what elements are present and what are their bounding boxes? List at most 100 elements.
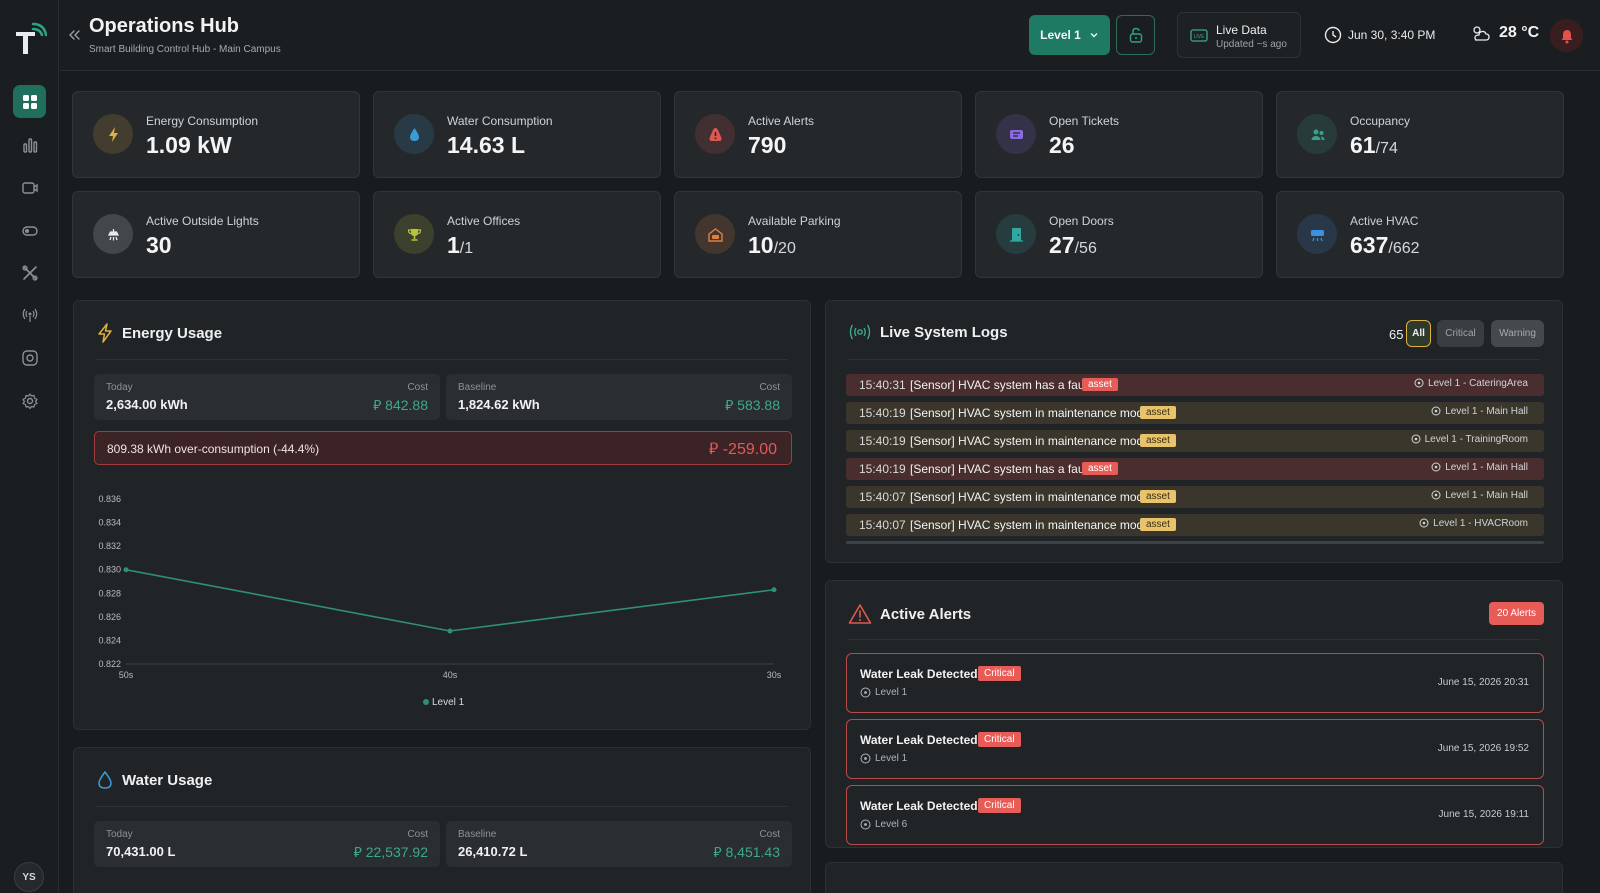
next-panel	[825, 862, 1563, 893]
chevron-down-icon	[1090, 33, 1098, 38]
log-scrollbar[interactable]	[846, 541, 1544, 544]
log-message: [Sensor] HVAC system in maintenance mode	[910, 518, 1150, 532]
data-point	[447, 628, 453, 634]
series-line	[125, 568, 775, 632]
water-today-label: Today	[106, 829, 133, 840]
alert-icon	[708, 127, 722, 141]
stat-icon-badge	[695, 114, 735, 154]
alert-card[interactable]: Water Leak Detected Critical Level 6 Jun…	[846, 785, 1544, 845]
filter-critical[interactable]: Critical	[1437, 320, 1484, 347]
stat-label: Occupancy	[1350, 114, 1411, 128]
y-tick-label: 0.830	[98, 565, 121, 575]
stat-card[interactable]: Water Consumption 14.63 L	[373, 91, 661, 178]
live-logs-header: Live System Logs	[848, 323, 1008, 341]
clock-icon	[1324, 26, 1342, 44]
stat-value-main: 637	[1350, 232, 1389, 258]
user-avatar[interactable]: YS	[14, 862, 44, 892]
stat-card[interactable]: Active Outside Lights 30	[72, 191, 360, 278]
energy-usage-panel: Energy Usage Today Cost 2,634.00 kWh ⃁ 8…	[73, 300, 811, 730]
app-logo[interactable]	[13, 20, 48, 56]
bell-icon	[1561, 29, 1572, 43]
nav-tools[interactable]	[13, 256, 46, 289]
log-row[interactable]: 15:40:07 [Sensor] HVAC system in mainten…	[846, 514, 1544, 536]
filter-all[interactable]: All	[1406, 320, 1431, 347]
garage-icon	[707, 227, 723, 242]
over-consumption-cost: ⃁ -259.00	[708, 441, 777, 458]
log-location: Level 1 - Main Hall	[1431, 490, 1528, 501]
stat-card[interactable]: Open Tickets 26	[975, 91, 1263, 178]
level-selector[interactable]: Level 1	[1029, 15, 1110, 55]
stat-card[interactable]: Open Doors 27/56	[975, 191, 1263, 278]
stat-card[interactable]: Active Offices 1/1	[373, 191, 661, 278]
log-row[interactable]: 15:40:19 [Sensor] HVAC system in mainten…	[846, 402, 1544, 424]
stat-label: Active Outside Lights	[146, 214, 259, 228]
alert-location-text: Level 1	[875, 687, 908, 698]
scan-icon	[21, 349, 38, 366]
stat-value: 27/56	[1049, 232, 1097, 259]
stat-label: Available Parking	[748, 214, 841, 228]
energy-today-value: 2,634.00 kWh	[106, 397, 188, 412]
alert-severity-badge: Critical	[978, 732, 1021, 747]
y-tick-label: 0.826	[98, 612, 121, 622]
alert-card[interactable]: Water Leak Detected Critical Level 1 Jun…	[846, 719, 1544, 779]
log-row[interactable]: 15:40:19 [Sensor] HVAC system in mainten…	[846, 430, 1544, 452]
location-pin-icon	[1431, 462, 1441, 472]
x-tick-label: 50s	[119, 670, 134, 680]
energy-usage-title: Energy Usage	[122, 324, 223, 342]
stat-value-main: 61	[1350, 132, 1376, 158]
alert-severity-badge: Critical	[978, 666, 1021, 681]
divider	[848, 639, 1540, 640]
stat-value-main: 26	[1049, 132, 1075, 158]
nav-toggles[interactable]	[13, 214, 46, 247]
stat-value-main: 30	[146, 232, 172, 258]
cloud-sun-icon	[1473, 26, 1490, 41]
stat-card[interactable]: Energy Consumption 1.09 kW	[72, 91, 360, 178]
log-location-text: Level 1 - Main Hall	[1445, 462, 1528, 473]
stat-card[interactable]: Active HVAC 637/662	[1276, 191, 1564, 278]
filter-warning[interactable]: Warning	[1491, 320, 1544, 347]
stat-icon-badge	[996, 214, 1036, 254]
nav-analytics[interactable]	[13, 128, 46, 161]
divider	[848, 359, 1540, 360]
log-tag: asset	[1140, 490, 1176, 503]
alert-location: Level 1	[860, 687, 907, 698]
active-alerts-title: Active Alerts	[880, 605, 972, 623]
water-today-card: Today Cost 70,431.00 L ⃁ 22,537.92	[94, 821, 440, 867]
notifications-button[interactable]	[1550, 19, 1583, 52]
energy-baseline-cost: ⃁ 583.88	[724, 397, 780, 413]
stat-value-total: /74	[1375, 140, 1398, 157]
stat-card[interactable]: Available Parking 10/20	[674, 191, 962, 278]
stat-card[interactable]: Active Alerts 790	[674, 91, 962, 178]
nav-security[interactable]	[13, 341, 46, 374]
log-tag: asset	[1140, 434, 1176, 447]
log-row[interactable]: 15:40:07 [Sensor] HVAC system in mainten…	[846, 486, 1544, 508]
stat-card[interactable]: Occupancy 61/74	[1276, 91, 1564, 178]
alerts-count-badge: 20 Alerts	[1489, 602, 1544, 625]
stat-value: 1/1	[447, 232, 473, 259]
people-icon	[1311, 129, 1324, 140]
log-row[interactable]: 15:40:31 [Sensor] HVAC system has a faul…	[846, 374, 1544, 396]
bolt-icon	[98, 323, 112, 343]
water-usage-title: Water Usage	[122, 771, 213, 789]
data-point	[123, 567, 129, 573]
nav-dashboard[interactable]	[13, 85, 46, 118]
log-location: Level 1 - CateringArea	[1414, 378, 1528, 389]
lock-button[interactable]	[1116, 15, 1155, 55]
stat-label: Active Offices	[447, 214, 521, 228]
location-pin-icon	[1431, 490, 1441, 500]
collapse-sidebar-icon[interactable]	[66, 27, 82, 43]
nav-sensors[interactable]	[13, 298, 46, 331]
alert-date: June 15, 2026 20:31	[1437, 677, 1529, 688]
y-tick-label: 0.834	[98, 518, 121, 528]
nav-settings[interactable]	[13, 384, 46, 417]
unlock-icon	[1129, 27, 1142, 43]
alert-date: June 15, 2026 19:11	[1438, 809, 1529, 820]
ticket-icon	[1009, 129, 1023, 139]
nav-cameras[interactable]	[13, 171, 46, 204]
log-row[interactable]: 15:40:19 [Sensor] HVAC system has a faul…	[846, 458, 1544, 480]
water-baseline-cost: ⃁ 8,451.43	[713, 844, 780, 860]
water-today-cost-label: Cost	[407, 829, 428, 840]
alert-card[interactable]: Water Leak Detected Critical Level 1 Jun…	[846, 653, 1544, 713]
stat-icon-badge	[996, 114, 1036, 154]
log-location-text: Level 1 - CateringArea	[1427, 378, 1528, 389]
